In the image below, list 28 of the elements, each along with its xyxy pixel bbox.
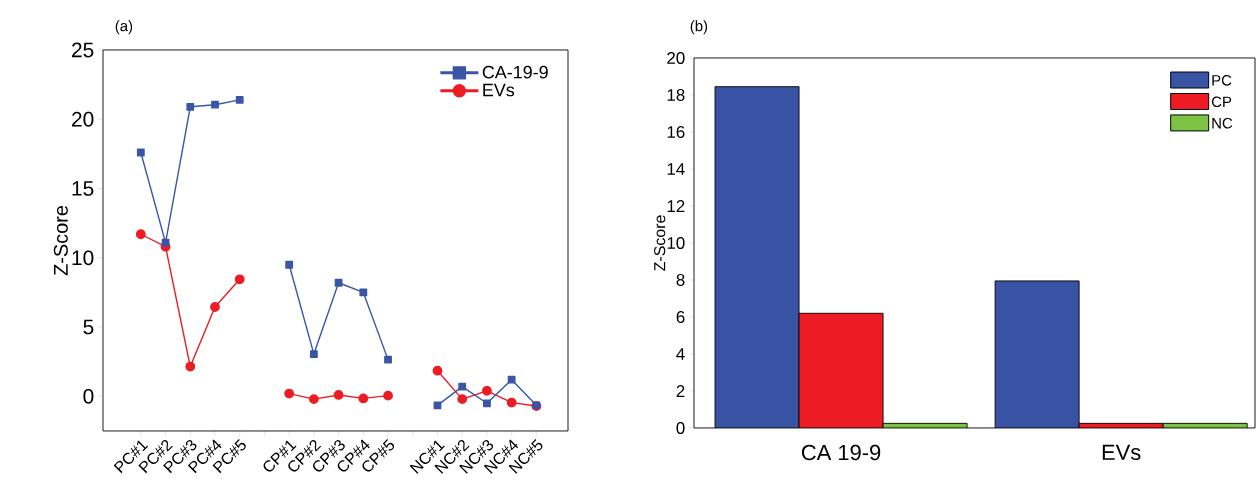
y-tick-label: 20 — [667, 51, 685, 64]
y-tick-label: 2 — [676, 385, 685, 397]
y-tick-label: 0 — [83, 388, 94, 404]
legend-label: EVs — [483, 83, 515, 97]
y-tick-label: 25 — [72, 42, 94, 58]
y-tick-label: 4 — [676, 348, 685, 360]
y-tick-label: 15 — [72, 181, 94, 196]
y-axis-title: Z-Score — [53, 205, 68, 276]
y-axis-title: Z-Score — [654, 215, 666, 271]
y-tick-label: 20 — [72, 111, 94, 127]
y-tick-label: 10 — [667, 236, 685, 249]
y-tick-label: 16 — [667, 125, 685, 138]
y-tick-label: 5 — [83, 319, 94, 335]
x-tick-label: CA 19-9 — [801, 444, 881, 461]
chart-title: (b) — [690, 20, 708, 35]
y-tick-label: 12 — [667, 200, 685, 212]
y-tick-label: 8 — [676, 273, 685, 286]
y-tick-label: 0 — [676, 421, 685, 434]
y-tick-label: 14 — [667, 163, 685, 175]
legend-label: CA-19-9 — [482, 65, 548, 79]
x-tick-label: EVs — [1102, 444, 1141, 461]
legend-label: CP — [1211, 96, 1232, 108]
chart-title: (a) — [115, 20, 133, 35]
y-tick-label: 6 — [676, 310, 685, 323]
legend-label: PC — [1212, 75, 1232, 86]
legend-label: NC — [1212, 117, 1233, 129]
y-tick-label: 18 — [667, 88, 685, 101]
y-tick-label: 10 — [72, 250, 94, 266]
